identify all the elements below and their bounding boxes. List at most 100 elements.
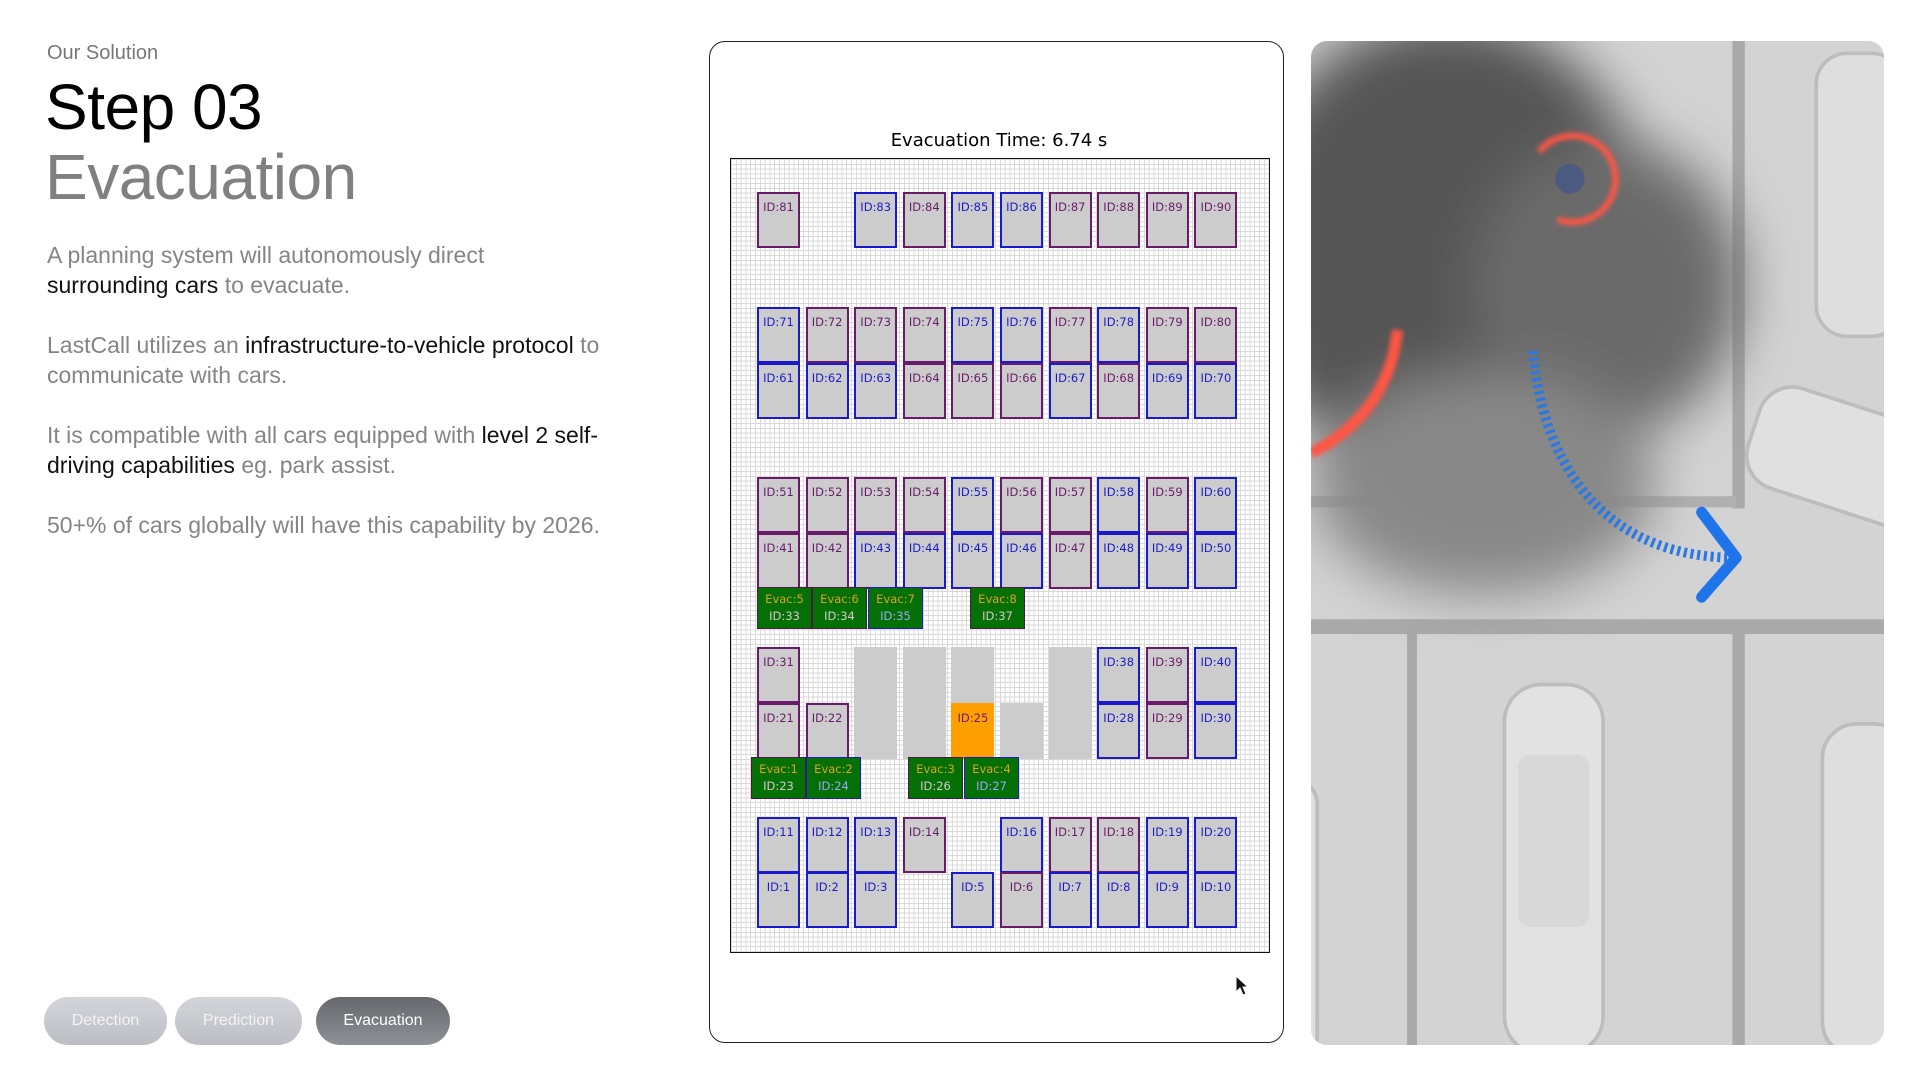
body-text: 50+% of cars globally will have this cap… (47, 512, 600, 538)
smoke (1311, 41, 1743, 595)
evacuating-car: Evac:1 ID:23 (751, 757, 806, 799)
parked-car: ID:17 (1048, 817, 1092, 873)
evac-car-id: ID:34 (824, 609, 855, 623)
parked-car: ID:48 (1097, 533, 1141, 589)
parked-car: ID:83 (854, 192, 898, 248)
parked-car: ID:79 (1145, 307, 1189, 363)
step-name: Evacuation (45, 141, 357, 213)
parked-car: ID:76 (1000, 307, 1043, 363)
parked-car: ID:89 (1145, 192, 1189, 248)
parked-car: ID:9 (1145, 872, 1189, 928)
parked-car: ID:14 (902, 817, 946, 873)
parked-car: ID:73 (854, 307, 898, 363)
parked-car: ID:71 (757, 307, 800, 363)
step-button-detection[interactable]: Detection (44, 997, 167, 1045)
parked-car: ID:10 (1194, 872, 1238, 928)
fire-spread-arc (1311, 329, 1403, 459)
parked-car: ID:64 (902, 363, 946, 419)
evac-car-id: ID:26 (920, 779, 951, 793)
blocked-slot (1048, 647, 1092, 703)
body-text: eg. park assist. (234, 452, 397, 478)
parked-car: ID:11 (757, 817, 800, 873)
parked-car: ID:62 (805, 363, 849, 419)
blocked-slot (951, 647, 995, 703)
description-paragraph: LastCall utilizes an infrastructure-to-v… (47, 330, 607, 390)
parked-car: ID:59 (1145, 477, 1189, 533)
parking-scene-image (1311, 41, 1884, 1045)
evac-order-label: Evac:7 (876, 592, 915, 606)
mouse-cursor-icon (1235, 975, 1250, 996)
highlight-text: surrounding cars (47, 272, 219, 298)
evac-car-id: ID:23 (763, 779, 794, 793)
parked-car: ID:65 (951, 363, 995, 419)
step-number: Step 03 (45, 71, 263, 143)
evac-order-label: Evac:5 (765, 592, 804, 606)
evacuation-path (1527, 350, 1737, 563)
page-title: Step 03 Evacuation (45, 72, 357, 212)
blocked-slot (854, 703, 898, 759)
parked-car: ID:19 (1145, 817, 1189, 873)
parked-car: ID:53 (854, 477, 898, 533)
parked-car: ID:49 (1145, 533, 1189, 589)
parked-car: ID:86 (1000, 192, 1043, 248)
evacuating-car: Evac:8 ID:37 (970, 587, 1025, 629)
parked-car: ID:61 (757, 363, 800, 419)
parked-car: ID:1 (757, 872, 800, 928)
car (1814, 51, 1884, 339)
car (1311, 784, 1320, 1045)
parked-car: ID:50 (1194, 533, 1238, 589)
description-paragraph: 50+% of cars globally will have this cap… (47, 510, 607, 540)
parked-car: ID:40 (1194, 647, 1238, 703)
car (1502, 682, 1605, 1045)
step-button-evacuation[interactable]: Evacuation (316, 997, 450, 1045)
blocked-slot (902, 703, 946, 759)
parked-car: ID:20 (1194, 817, 1238, 873)
parked-car: ID:31 (757, 647, 800, 703)
evac-order-label: Evac:2 (814, 762, 853, 776)
parked-car: ID:43 (854, 533, 898, 589)
parked-car: ID:8 (1097, 872, 1141, 928)
body-text: to evacuate. (218, 272, 351, 298)
arrow-right-icon (1696, 506, 1742, 603)
blocked-slot (854, 647, 898, 703)
fire-origin-marker (1536, 132, 1619, 226)
parked-car: ID:22 (805, 703, 849, 759)
body-text: LastCall utilizes an (47, 332, 246, 358)
evac-order-label: Evac:8 (978, 592, 1017, 606)
highlight-text: level 2 self-driving capabilities (47, 422, 598, 478)
parked-car: ID:57 (1048, 477, 1092, 533)
parked-car: ID:63 (854, 363, 898, 419)
parked-car: ID:51 (757, 477, 800, 533)
parked-car: ID:72 (805, 307, 849, 363)
parked-car: ID:45 (951, 533, 995, 589)
parked-car: ID:66 (1000, 363, 1043, 419)
parked-car: ID:55 (951, 477, 995, 533)
evacuating-car: Evac:2 ID:24 (806, 757, 861, 799)
parking-lot-plot: ID:81 ID:83 ID:84 ID:85 ID:86 ID:87 ID:88 ID:89… (730, 158, 1270, 953)
parked-car: ID:77 (1048, 307, 1092, 363)
evacuating-car: Evac:4 ID:27 (964, 757, 1019, 799)
step-button-prediction[interactable]: Prediction (175, 997, 302, 1045)
evac-car-id: ID:27 (976, 779, 1007, 793)
parked-car: ID:78 (1097, 307, 1141, 363)
parked-car: ID:3 (854, 872, 898, 928)
parked-car: ID:87 (1048, 192, 1092, 248)
parked-car: ID:90 (1194, 192, 1238, 248)
body-text: to communicate with cars. (47, 332, 600, 388)
parked-car: ID:42 (805, 533, 849, 589)
parked-car: ID:7 (1048, 872, 1092, 928)
evac-order-label: Evac:6 (820, 592, 859, 606)
parked-car: ID:68 (1097, 363, 1141, 419)
parked-car: ID:74 (902, 307, 946, 363)
parked-car: ID:2 (805, 872, 849, 928)
parked-car: ID:6 (1000, 872, 1043, 928)
parked-car: ID:29 (1145, 703, 1189, 759)
evacuating-car: Evac:5 ID:33 (757, 587, 812, 629)
evacuation-illustration (1311, 41, 1884, 1045)
evacuating-car: Evac:6 ID:34 (812, 587, 867, 629)
evacuating-car: Evac:3 ID:26 (908, 757, 963, 799)
parked-car: ID:60 (1194, 477, 1238, 533)
body-text: It is compatible with all cars equipped … (47, 422, 482, 448)
blocked-slot (902, 647, 946, 703)
car (1744, 385, 1884, 547)
